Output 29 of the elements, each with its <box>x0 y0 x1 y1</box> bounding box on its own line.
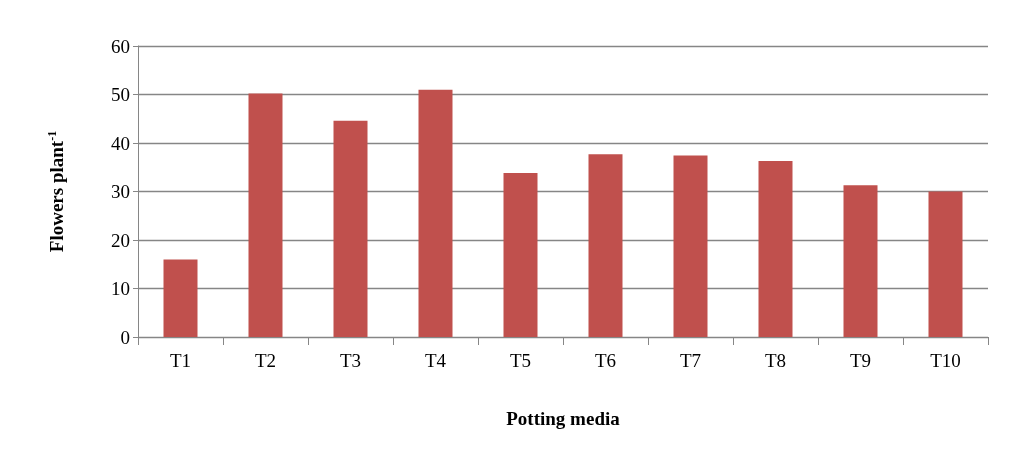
x-tick-label: T7 <box>679 350 702 371</box>
bar <box>758 160 793 337</box>
bar <box>333 120 368 337</box>
x-axis-title: Potting media <box>506 408 621 429</box>
bar <box>928 191 963 337</box>
y-tick-label: 40 <box>111 132 130 154</box>
y-tick-label: 20 <box>111 229 130 251</box>
bar <box>503 173 538 337</box>
y-tick-label: 0 <box>120 326 130 348</box>
x-tick-label: T4 <box>424 350 447 371</box>
x-tick-label: T9 <box>849 350 872 371</box>
bar <box>418 89 453 337</box>
bar <box>248 93 283 337</box>
bar <box>588 154 623 337</box>
x-tick-label: T3 <box>339 350 362 371</box>
x-tick-label: T5 <box>509 350 532 371</box>
y-axis-title: Flowers plant-1 <box>45 130 67 253</box>
bar <box>673 155 708 337</box>
y-tick-label: 30 <box>111 181 130 202</box>
bar <box>163 259 198 337</box>
x-tick-label: T1 <box>169 350 192 371</box>
y-tick-label: 50 <box>111 84 130 105</box>
x-tick-label: T8 <box>764 350 787 371</box>
x-tick-label: T6 <box>594 350 617 371</box>
x-tick-label: T10 <box>930 350 961 371</box>
x-tick-label: T2 <box>254 350 277 371</box>
bar <box>843 185 878 337</box>
y-tick-label: 60 <box>111 35 130 57</box>
y-tick-label: 10 <box>111 278 130 299</box>
